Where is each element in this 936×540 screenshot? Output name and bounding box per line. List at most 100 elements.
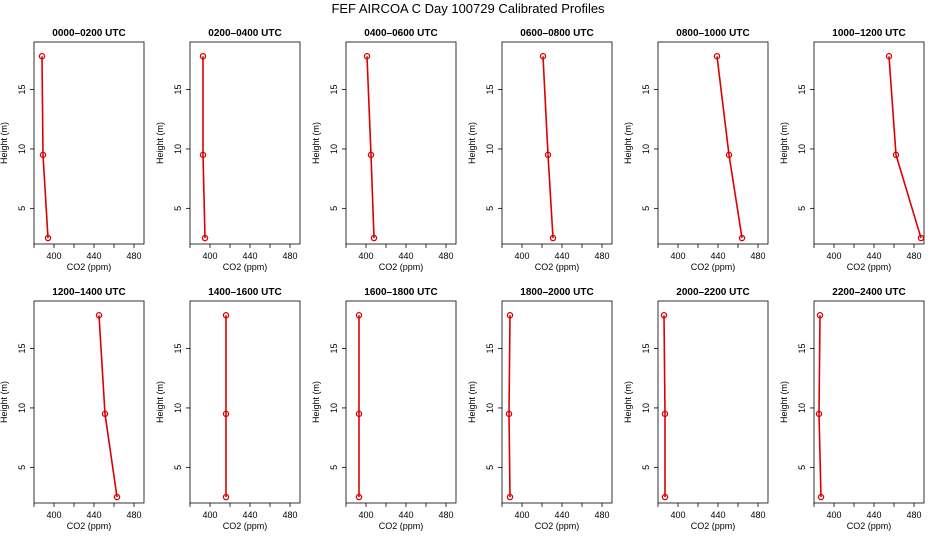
y-tick-label: 10 xyxy=(329,144,339,154)
data-point xyxy=(199,53,207,60)
panel-title: 2000–2200 UTC xyxy=(676,287,749,298)
y-tick-label: 5 xyxy=(641,465,651,470)
y-axis-label: Height (m) xyxy=(779,122,789,164)
y-tick-label: 5 xyxy=(173,465,183,470)
x-tick-label: 480 xyxy=(906,510,921,520)
series-line xyxy=(98,315,118,498)
panel-9: 1600–1800 UTC 400 440 480 5 10 15 CO2 (ppm) Heig… xyxy=(311,287,457,531)
y-tick-label: 10 xyxy=(17,144,27,154)
x-tick-label: 480 xyxy=(906,251,921,261)
y-axis-label: Height (m) xyxy=(623,122,633,164)
panel-3: 0400–0600 UTC 400 440 480 5 10 15 CO2 (ppm) Heig… xyxy=(311,28,457,272)
y-tick-label: 10 xyxy=(17,403,27,413)
y-tick-label: 5 xyxy=(17,206,27,211)
y-tick-label: 5 xyxy=(329,465,339,470)
data-point xyxy=(892,151,900,159)
x-tick-label: 480 xyxy=(282,510,297,520)
plot-frame xyxy=(345,300,457,504)
plot-frame xyxy=(813,41,925,245)
series-line xyxy=(366,56,375,239)
data-point xyxy=(725,151,733,159)
plot-frame xyxy=(657,300,769,504)
panel-title: 0600–0800 UTC xyxy=(520,28,593,39)
series-line xyxy=(508,315,511,498)
x-tick-label: 480 xyxy=(594,510,609,520)
y-tick-label: 15 xyxy=(485,85,495,95)
x-tick-label: 400 xyxy=(202,251,217,261)
data-point xyxy=(38,53,46,60)
y-tick-label: 10 xyxy=(797,403,807,413)
y-axis-label: Height (m) xyxy=(467,122,477,164)
x-tick-label: 400 xyxy=(670,510,685,520)
x-tick-label: 440 xyxy=(554,251,569,261)
data-point xyxy=(199,151,207,159)
y-tick-label: 10 xyxy=(173,403,183,413)
y-tick-label: 10 xyxy=(329,403,339,413)
x-axis-label: CO2 (ppm) xyxy=(847,521,892,531)
y-tick-label: 10 xyxy=(641,403,651,413)
data-point xyxy=(885,53,893,60)
data-point xyxy=(816,312,824,319)
panel-title: 1400–1600 UTC xyxy=(208,287,281,298)
y-tick-label: 10 xyxy=(641,144,651,154)
x-tick-label: 440 xyxy=(554,510,569,520)
y-axis-label: Height (m) xyxy=(155,381,165,423)
x-tick-label: 400 xyxy=(514,510,529,520)
x-tick-label: 400 xyxy=(202,510,217,520)
panel-title: 1200–1400 UTC xyxy=(52,287,125,298)
x-tick-label: 440 xyxy=(866,510,881,520)
y-axis-label: Height (m) xyxy=(155,122,165,164)
x-axis-label: CO2 (ppm) xyxy=(535,262,580,272)
series-line xyxy=(716,56,743,239)
y-tick-label: 5 xyxy=(485,206,495,211)
data-point xyxy=(222,410,230,418)
plot-frame xyxy=(189,300,301,504)
x-tick-label: 440 xyxy=(242,510,257,520)
y-tick-label: 15 xyxy=(641,85,651,95)
x-axis-label: CO2 (ppm) xyxy=(691,262,736,272)
data-point xyxy=(549,234,557,242)
y-tick-label: 15 xyxy=(329,344,339,354)
y-tick-label: 5 xyxy=(797,465,807,470)
panel-title: 0200–0400 UTC xyxy=(208,28,281,39)
data-point xyxy=(815,410,823,418)
data-point xyxy=(201,234,209,242)
plot-frame xyxy=(345,41,457,245)
plot-frame xyxy=(33,300,145,504)
data-point xyxy=(713,53,721,60)
panel-4: 0600–0800 UTC 400 440 480 5 10 15 CO2 (ppm) Heig… xyxy=(467,28,613,272)
panel-title: 1800–2000 UTC xyxy=(520,287,593,298)
x-tick-label: 440 xyxy=(710,510,725,520)
data-point xyxy=(817,493,825,501)
x-tick-label: 440 xyxy=(866,251,881,261)
data-point xyxy=(222,493,230,501)
x-tick-label: 400 xyxy=(358,510,373,520)
y-tick-label: 5 xyxy=(329,206,339,211)
x-axis-label: CO2 (ppm) xyxy=(847,262,892,272)
data-point xyxy=(363,53,371,60)
y-tick-label: 15 xyxy=(173,85,183,95)
y-tick-label: 5 xyxy=(173,206,183,211)
x-tick-label: 480 xyxy=(438,510,453,520)
data-point xyxy=(544,151,552,159)
series-line xyxy=(888,56,922,239)
plot-frame xyxy=(189,41,301,245)
panel-title: 1600–1800 UTC xyxy=(364,287,437,298)
x-tick-label: 440 xyxy=(242,251,257,261)
y-tick-label: 15 xyxy=(173,344,183,354)
plot-frame xyxy=(501,300,613,504)
data-point xyxy=(113,493,121,501)
y-axis-label: Height (m) xyxy=(311,122,321,164)
y-tick-label: 10 xyxy=(173,144,183,154)
x-axis-label: CO2 (ppm) xyxy=(379,521,424,531)
data-point xyxy=(506,493,514,501)
data-point xyxy=(367,151,375,159)
data-point xyxy=(355,493,363,501)
series-line xyxy=(41,56,49,239)
panel-11: 2000–2200 UTC 400 440 480 5 10 15 CO2 (ppm) Heig… xyxy=(623,287,769,531)
x-tick-label: 440 xyxy=(710,251,725,261)
data-point xyxy=(355,312,363,319)
y-tick-label: 5 xyxy=(641,206,651,211)
x-tick-label: 480 xyxy=(594,251,609,261)
panel-title: 1000–1200 UTC xyxy=(832,28,905,39)
